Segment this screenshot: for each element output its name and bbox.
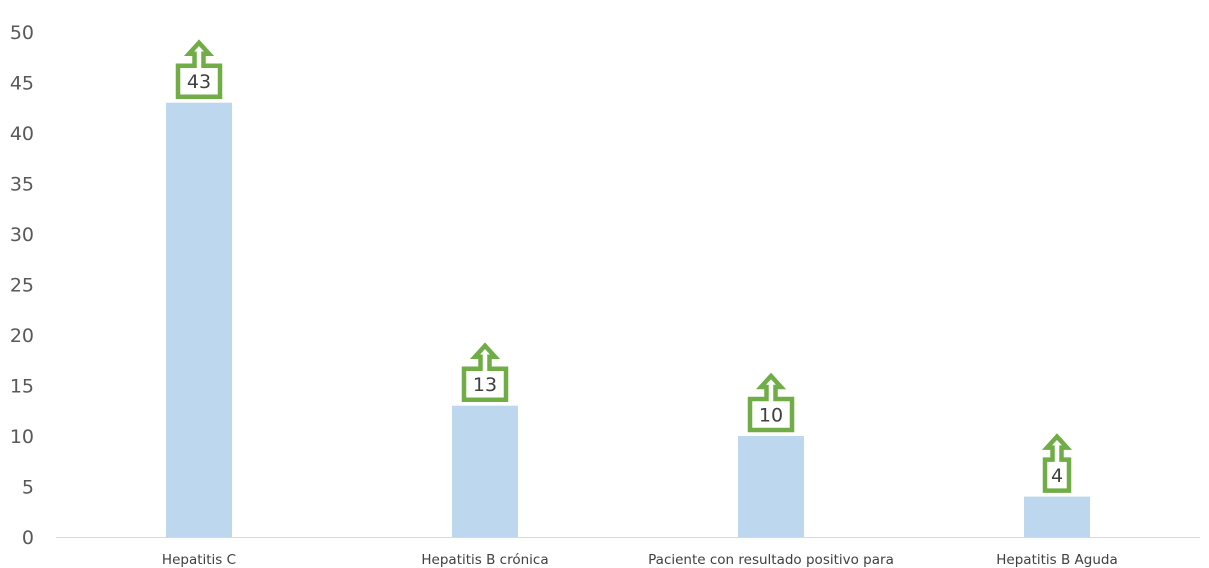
data-label-callout: 43 bbox=[175, 39, 223, 99]
y-tick-label: 0 bbox=[22, 527, 34, 549]
category-label: Hepatitis B crónica bbox=[421, 552, 548, 568]
y-tick-label: 30 bbox=[10, 224, 34, 246]
data-label: 43 bbox=[187, 71, 211, 93]
up-arrow-callout-icon bbox=[747, 372, 795, 433]
up-arrow-callout-icon bbox=[175, 39, 223, 99]
y-tick-label: 40 bbox=[10, 123, 34, 145]
y-tick-label: 45 bbox=[10, 73, 34, 95]
y-tick-label: 35 bbox=[10, 174, 34, 196]
y-tick-label: 5 bbox=[22, 477, 34, 499]
up-arrow-callout-icon bbox=[461, 342, 509, 402]
y-tick-label: 10 bbox=[10, 426, 34, 448]
y-tick-label: 50 bbox=[10, 22, 34, 44]
bars bbox=[166, 102, 1090, 537]
x-axis: Hepatitis C Hepatitis B crónica Paciente c… bbox=[162, 552, 1118, 568]
category-label: Paciente con resultado positivo para bbox=[648, 552, 894, 568]
category-label: Hepatitis C bbox=[162, 552, 236, 568]
up-arrow-callout-icon bbox=[1041, 433, 1073, 493]
y-tick-label: 25 bbox=[10, 275, 34, 297]
y-tick-label: 15 bbox=[10, 376, 34, 398]
data-label: 4 bbox=[1051, 465, 1063, 487]
bar bbox=[738, 436, 804, 537]
data-label: 13 bbox=[473, 374, 497, 396]
data-label-callout: 4 bbox=[1041, 433, 1073, 493]
bar bbox=[452, 405, 518, 537]
data-label: 10 bbox=[759, 405, 783, 427]
data-label-callout: 13 bbox=[461, 342, 509, 402]
category-label: Hepatitis B Aguda bbox=[996, 552, 1117, 568]
y-tick-label: 20 bbox=[10, 325, 34, 347]
bar bbox=[1024, 496, 1090, 537]
data-label-callout: 10 bbox=[747, 372, 795, 433]
y-axis: 0 5 10 15 20 25 30 35 40 45 50 bbox=[10, 22, 34, 549]
data-labels: 43 13 10 4 bbox=[175, 39, 1073, 493]
bar bbox=[166, 102, 232, 537]
